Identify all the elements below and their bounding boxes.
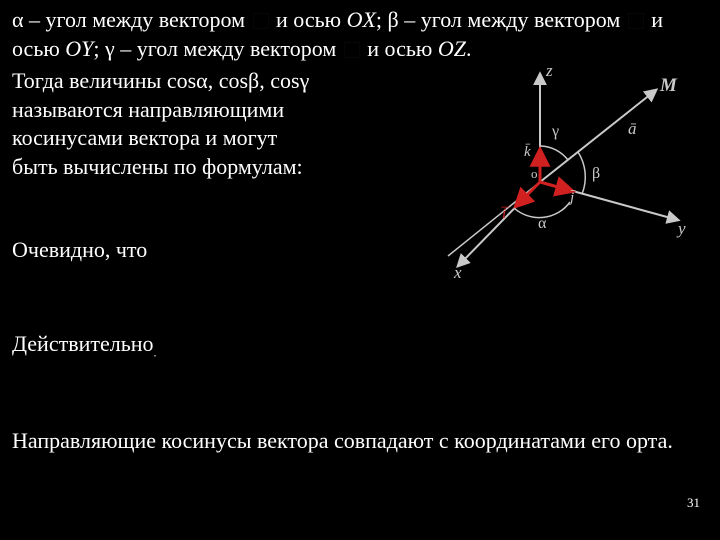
svg-text:ā: ā bbox=[628, 119, 637, 138]
paragraph-indeed: Действительно. bbox=[12, 330, 708, 361]
svg-text:k̄: k̄ bbox=[524, 144, 531, 160]
svg-text:z: z bbox=[545, 62, 553, 80]
svg-text:α: α bbox=[538, 215, 547, 232]
svg-text:M: M bbox=[659, 75, 678, 96]
paragraph-1: α – угол между вектором и осью OX; β – у… bbox=[12, 6, 708, 63]
svg-text:y: y bbox=[676, 219, 686, 238]
gamma-symbol: γ bbox=[105, 36, 115, 61]
beta-symbol: β bbox=[388, 7, 399, 32]
direction-cosines-diagram: z y x M ā k̄ i̅ j̄ o γ β α bbox=[430, 62, 690, 282]
paragraph-2: Тогда величины cosα, cosβ, cosγ называют… bbox=[12, 67, 322, 181]
svg-text:o: o bbox=[531, 166, 538, 181]
svg-text:x: x bbox=[453, 263, 462, 282]
vector-placeholder bbox=[253, 13, 269, 29]
svg-text:γ: γ bbox=[551, 123, 559, 140]
page-number: 31 bbox=[687, 495, 700, 512]
vector-placeholder bbox=[628, 13, 644, 29]
paragraph-final: Направляющие косинусы вектора совпадают … bbox=[12, 427, 708, 456]
vector-placeholder bbox=[344, 42, 360, 58]
alpha-symbol: α bbox=[12, 7, 24, 32]
origin bbox=[448, 74, 678, 266]
svg-text:β: β bbox=[592, 165, 600, 182]
